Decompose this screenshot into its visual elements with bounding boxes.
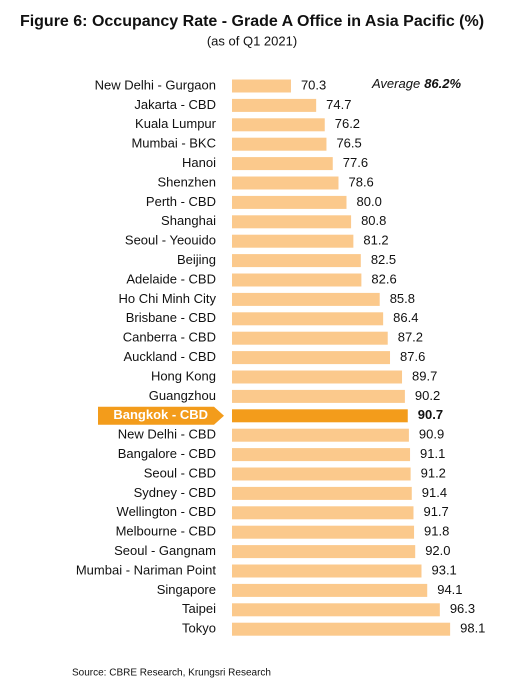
value-label: 92.0	[425, 543, 450, 558]
bar	[232, 506, 414, 520]
category-label: Tokyo	[182, 621, 216, 636]
bar	[232, 564, 422, 578]
value-label: 74.7	[326, 97, 351, 112]
value-label: 98.1	[460, 621, 485, 636]
category-label: Guangzhou	[149, 388, 216, 403]
category-label: Perth - CBD	[146, 194, 216, 209]
value-label: 70.3	[301, 77, 326, 92]
category-label: New Delhi - CBD	[118, 427, 216, 442]
category-label: Bangkok - CBD	[113, 407, 208, 422]
category-label: Kuala Lumpur	[135, 116, 217, 131]
category-label: Shenzhen	[157, 174, 216, 189]
value-label: 91.8	[424, 524, 449, 539]
bar	[232, 448, 411, 462]
average-value: 86.2%	[424, 76, 461, 91]
bar	[232, 351, 391, 365]
bar	[232, 525, 415, 539]
value-label: 86.4	[393, 310, 418, 325]
bar	[232, 370, 403, 384]
category-label: Singapore	[157, 582, 216, 597]
bar	[232, 409, 408, 423]
bar	[232, 273, 362, 287]
bar	[232, 545, 416, 559]
bar	[232, 292, 380, 306]
value-label: 82.6	[371, 271, 396, 286]
bar	[232, 215, 352, 229]
category-label: Wellington - CBD	[117, 504, 216, 519]
value-label: 82.5	[371, 252, 396, 267]
value-label: 96.3	[450, 601, 475, 616]
bar	[232, 254, 361, 268]
category-label: Mumbai - Nariman Point	[76, 562, 217, 577]
average-text: Average	[371, 76, 420, 91]
bar	[232, 583, 428, 597]
bar	[232, 79, 291, 93]
bar	[232, 157, 333, 171]
bar	[232, 467, 411, 481]
category-label: Jakarta - CBD	[134, 97, 216, 112]
category-label: Auckland - CBD	[124, 349, 216, 364]
category-label: Hong Kong	[151, 368, 216, 383]
category-label: Taipei	[182, 601, 216, 616]
category-label: Shanghai	[161, 213, 216, 228]
category-label: Sydney - CBD	[134, 485, 216, 500]
value-label: 81.2	[363, 233, 388, 248]
category-label: Bangalore - CBD	[118, 446, 216, 461]
value-label: 91.1	[420, 446, 445, 461]
category-label: Brisbane - CBD	[126, 310, 216, 325]
value-label: 87.6	[400, 349, 425, 364]
category-label: Seoul - CBD	[144, 465, 216, 480]
value-label: 80.0	[357, 194, 382, 209]
bar	[232, 176, 339, 190]
category-label: Seoul - Yeouido	[125, 233, 216, 248]
value-label: 90.7	[418, 407, 443, 422]
bar	[232, 428, 409, 442]
bar	[232, 486, 412, 500]
category-label: New Delhi - Gurgaon	[95, 77, 216, 92]
value-label: 91.4	[422, 485, 447, 500]
value-label: 89.7	[412, 368, 437, 383]
value-label: 94.1	[437, 582, 462, 597]
category-label: Melbourne - CBD	[116, 524, 216, 539]
value-label: 85.8	[390, 291, 415, 306]
category-label: Mumbai - BKC	[131, 136, 216, 151]
bar	[232, 137, 327, 151]
value-label: 76.5	[336, 136, 361, 151]
chart-subtitle: (as of Q1 2021)	[207, 33, 297, 48]
bar	[232, 312, 384, 326]
value-label: 78.6	[348, 174, 373, 189]
average-annotation: Average 86.2%	[371, 76, 461, 91]
source-note: Source: CBRE Research, Krungsri Research	[72, 668, 271, 679]
highlight-label-bg	[98, 406, 224, 425]
bar	[232, 118, 325, 132]
category-label: Adelaide - CBD	[126, 271, 216, 286]
value-label: 90.9	[419, 427, 444, 442]
value-label: 91.2	[421, 465, 446, 480]
value-label: 80.8	[361, 213, 386, 228]
value-label: 91.7	[423, 504, 448, 519]
value-label: 87.2	[398, 330, 423, 345]
category-label: Beijing	[177, 252, 216, 267]
category-label: Seoul - Gangnam	[114, 543, 216, 558]
value-label: 90.2	[415, 388, 440, 403]
category-label: Ho Chi Minh City	[118, 291, 216, 306]
value-label: 93.1	[431, 562, 456, 577]
bar	[232, 98, 317, 112]
category-label: Hanoi	[182, 155, 216, 170]
bar	[232, 331, 388, 345]
bar	[232, 195, 347, 209]
chart-title: Figure 6: Occupancy Rate - Grade A Offic…	[20, 13, 484, 30]
bar	[232, 234, 354, 248]
value-label: 77.6	[343, 155, 368, 170]
category-label: Canberra - CBD	[123, 330, 216, 345]
value-label: 76.2	[335, 116, 360, 131]
bar	[232, 603, 440, 617]
bar	[232, 622, 451, 636]
bar	[232, 389, 405, 403]
